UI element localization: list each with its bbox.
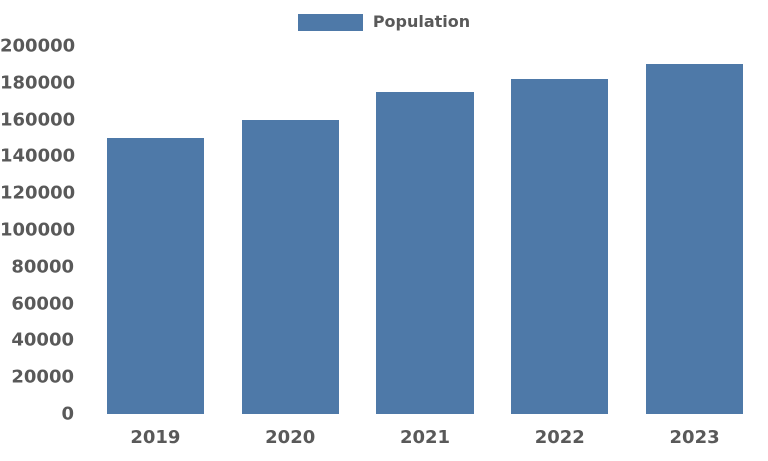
bar-slot	[223, 46, 358, 414]
y-tick-label: 60000	[11, 293, 74, 315]
legend: Population	[0, 12, 768, 32]
x-tick-label: 2019	[130, 427, 181, 448]
y-tick-label: 20000	[11, 366, 74, 388]
plot-area	[88, 46, 762, 414]
x-tick-label: 2021	[399, 427, 451, 448]
bar-slot	[88, 46, 223, 414]
y-tick-label: 100000	[0, 219, 76, 241]
bar	[376, 92, 474, 414]
legend-label: Population	[372, 12, 471, 31]
bar	[241, 119, 339, 414]
y-tick-label: 160000	[0, 109, 76, 131]
x-tick-label: 2020	[265, 427, 316, 448]
y-tick-label: 200000	[0, 35, 76, 57]
bar-slot	[627, 46, 762, 414]
bar-slot	[492, 46, 627, 414]
bar	[646, 64, 744, 414]
y-tick-label: 0	[61, 403, 74, 425]
x-tick-label: 2023	[669, 427, 720, 448]
y-tick-label: 140000	[0, 145, 76, 167]
x-tick-label: 2022	[534, 427, 585, 448]
legend-swatch	[297, 13, 363, 31]
y-tick-label: 120000	[0, 182, 76, 204]
y-tick-label: 80000	[11, 256, 74, 278]
y-axis: 0 20000 40000 60000 80000 100000 120000 140000 1…	[0, 36, 76, 425]
bar-slot	[358, 46, 493, 414]
y-tick-label: 180000	[0, 72, 76, 94]
y-tick-label: 40000	[11, 329, 74, 351]
bar	[511, 79, 609, 414]
x-axis: 2019 2020 2021 2022 2023	[88, 426, 762, 450]
bar	[106, 138, 204, 414]
